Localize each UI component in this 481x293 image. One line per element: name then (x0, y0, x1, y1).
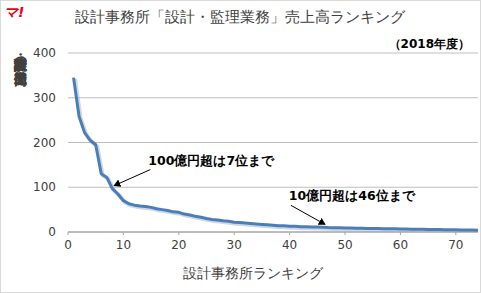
annotation-text: 10億円超は46位まで (289, 188, 416, 203)
x-tick (123, 232, 124, 235)
x-tick (178, 232, 179, 235)
y-tick-label: 400 (33, 46, 56, 60)
x-tick (345, 232, 346, 235)
frame (1, 1, 481, 293)
x-tick (289, 232, 290, 235)
y-axis-label: 設計・監理業務の売上高（億円） (12, 48, 28, 87)
title: 設計事務所「設計・監理業務」売上高ランキング (75, 8, 406, 26)
line-shadow (75, 79, 478, 232)
plot-area (74, 78, 478, 232)
grid-line (68, 97, 478, 98)
subtitle: （2018年度） (389, 37, 470, 51)
y-tick-label: 0 (48, 225, 56, 239)
x-tick (234, 232, 235, 235)
grid-line (68, 142, 478, 143)
logo: マ! (4, 4, 24, 20)
annotation-text: 100億円超は7位まで (148, 153, 275, 168)
x-tick-label: 70 (448, 238, 463, 252)
chart-svg: マ!設計事務所「設計・監理業務」売上高ランキング（2018年度）01002003… (0, 0, 481, 293)
data-line (74, 78, 478, 231)
y-tick-label: 300 (33, 91, 56, 105)
y-tick-label: 200 (33, 136, 56, 150)
x-tick-label: 10 (116, 238, 131, 252)
x-tick-label: 40 (282, 238, 297, 252)
x-tick (68, 232, 69, 235)
x-tick-label: 0 (64, 238, 72, 252)
grid-line (68, 53, 478, 54)
chart-root: マ!設計事務所「設計・監理業務」売上高ランキング（2018年度）01002003… (0, 0, 481, 293)
annotation-arrow (114, 170, 150, 186)
x-tick-label: 50 (337, 238, 352, 252)
grid-line (68, 187, 478, 188)
x-tick (400, 232, 401, 235)
x-tick (455, 232, 456, 235)
x-tick-label: 30 (227, 238, 242, 252)
y-tick-label: 100 (33, 180, 56, 194)
x-axis-label: 設計事務所ランキング (183, 265, 324, 281)
x-tick-label: 20 (171, 238, 186, 252)
annotation-arrow (291, 205, 325, 224)
x-tick-label: 60 (393, 238, 408, 252)
